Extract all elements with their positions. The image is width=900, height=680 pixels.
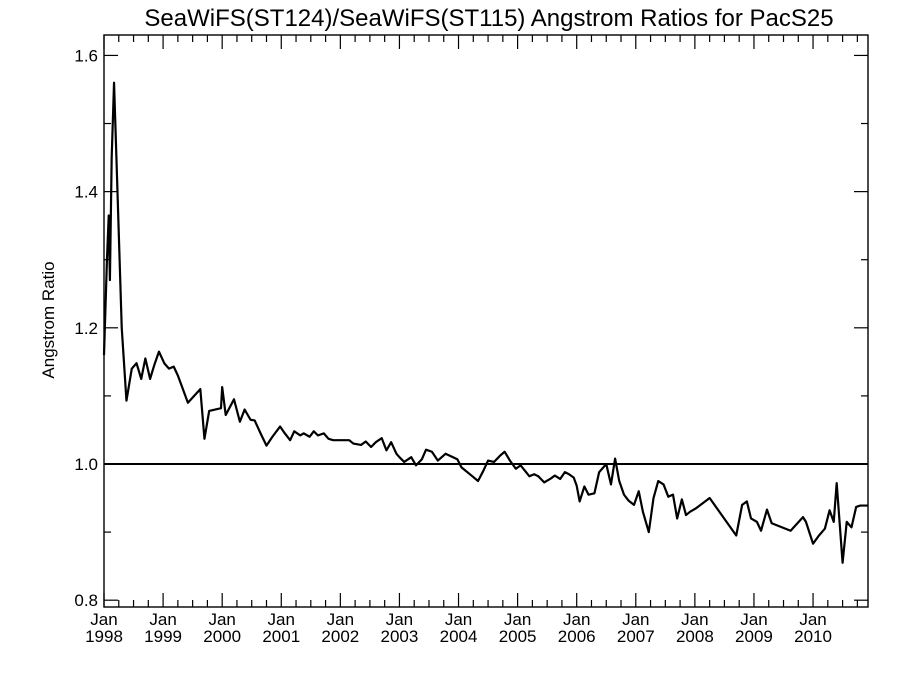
x-tick-label-year: 2009 bbox=[735, 627, 773, 646]
y-tick-label: 1.6 bbox=[74, 46, 98, 65]
x-tick-label-year: 2005 bbox=[499, 627, 537, 646]
x-tick-label-year: 2007 bbox=[617, 627, 655, 646]
x-tick-label-year: 2003 bbox=[381, 627, 419, 646]
x-tick-label-month: Jan bbox=[208, 610, 235, 629]
x-tick-label-year: 2000 bbox=[203, 627, 241, 646]
x-tick-label-month: Jan bbox=[563, 610, 590, 629]
x-tick-label-month: Jan bbox=[445, 610, 472, 629]
x-tick-label-month: Jan bbox=[327, 610, 354, 629]
x-tick-label-year: 2001 bbox=[262, 627, 300, 646]
y-tick-labels: 0.8 1.0 1.2 1.4 1.6 bbox=[74, 46, 98, 610]
x-tick-label-month: Jan bbox=[622, 610, 649, 629]
x-tick-label-month: Jan bbox=[90, 610, 117, 629]
series-line bbox=[102, 81, 868, 564]
x-tick-label-month: Jan bbox=[268, 610, 295, 629]
x-tick-label-month: Jan bbox=[681, 610, 708, 629]
x-tick-label-month: Jan bbox=[740, 610, 767, 629]
x-tick-label-year: 1998 bbox=[85, 627, 123, 646]
x-tick-label-month: Jan bbox=[799, 610, 826, 629]
x-tick-label-year: 2008 bbox=[676, 627, 714, 646]
plot-frame bbox=[103, 34, 869, 608]
x-tick-label-year: 2004 bbox=[440, 627, 478, 646]
y-tick-label: 1.0 bbox=[74, 455, 98, 474]
y-tick-label: 1.2 bbox=[74, 319, 98, 338]
y-tick-label: 0.8 bbox=[74, 591, 98, 610]
x-tick-label-year: 2006 bbox=[558, 627, 596, 646]
x-tick-labels: Jan1998Jan1999Jan2000Jan2001Jan2002Jan20… bbox=[85, 610, 832, 646]
y-tick-label: 1.4 bbox=[74, 183, 98, 202]
x-tick-label-month: Jan bbox=[149, 610, 176, 629]
y-axis-label: Angstrom Ratio bbox=[39, 261, 58, 378]
chart-title: SeaWiFS(ST124)/SeaWiFS(ST115) Angstrom R… bbox=[144, 5, 833, 32]
x-tick-label-month: Jan bbox=[386, 610, 413, 629]
x-tick-label-year: 2010 bbox=[794, 627, 832, 646]
x-tick-label-month: Jan bbox=[504, 610, 531, 629]
x-tick-label-year: 1999 bbox=[144, 627, 182, 646]
axis-ticks bbox=[103, 35, 868, 607]
x-tick-label-year: 2002 bbox=[321, 627, 359, 646]
